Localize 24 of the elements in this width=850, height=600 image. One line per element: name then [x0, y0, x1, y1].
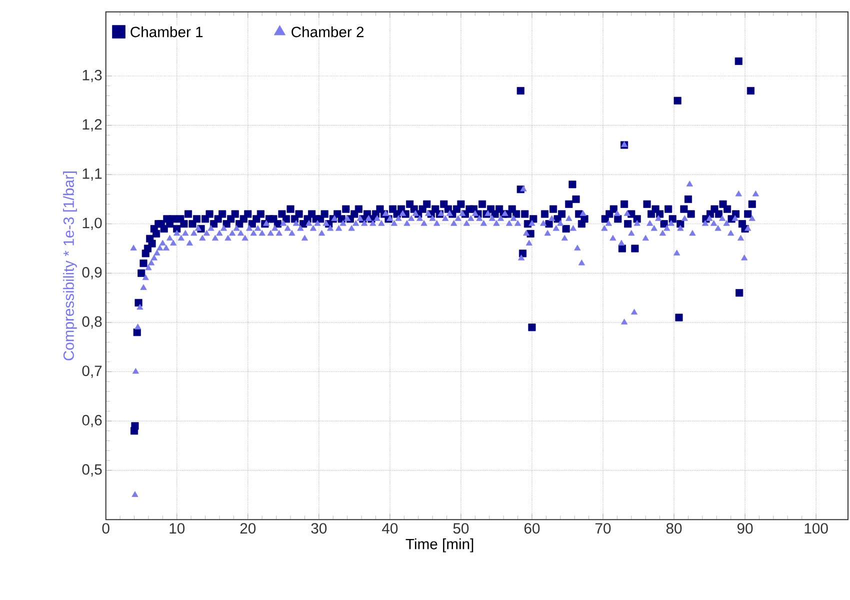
- y-tick-label: 1,1: [82, 168, 102, 181]
- y-axis-title: Compressibility * 1e-3 [1/bar]: [63, 172, 77, 360]
- y-tick-label: 0,6: [82, 414, 102, 428]
- y-tick-label: 0,7: [82, 366, 102, 378]
- y-tick-label: 0,5: [82, 464, 102, 476]
- x-tick-label: 20: [240, 523, 256, 534]
- y-tick-label: 1,3: [82, 70, 102, 82]
- y-tick-label: 0,9: [82, 266, 102, 280]
- x-tick-label: 90: [737, 523, 753, 534]
- y-tick-label: 1,0: [82, 218, 102, 230]
- y-tick-label: 1,2: [82, 119, 102, 132]
- x-tick-label: 40: [382, 523, 398, 534]
- x-axis-title: Time [min]: [406, 538, 474, 552]
- x-tick-label: 80: [666, 523, 682, 534]
- x-tick-label: 30: [311, 523, 327, 534]
- x-tick-label: 60: [524, 523, 540, 534]
- x-tick-label: 70: [595, 523, 611, 534]
- legend-label: Chamber 2: [292, 26, 364, 38]
- x-tick-label: 0: [102, 523, 110, 534]
- x-tick-label: 50: [453, 523, 469, 534]
- x-tick-label: 10: [170, 523, 185, 534]
- x-tick-label: 100: [804, 523, 828, 534]
- y-tick-label: 0,8: [82, 316, 102, 329]
- legend-label: Chamber 1: [130, 26, 203, 38]
